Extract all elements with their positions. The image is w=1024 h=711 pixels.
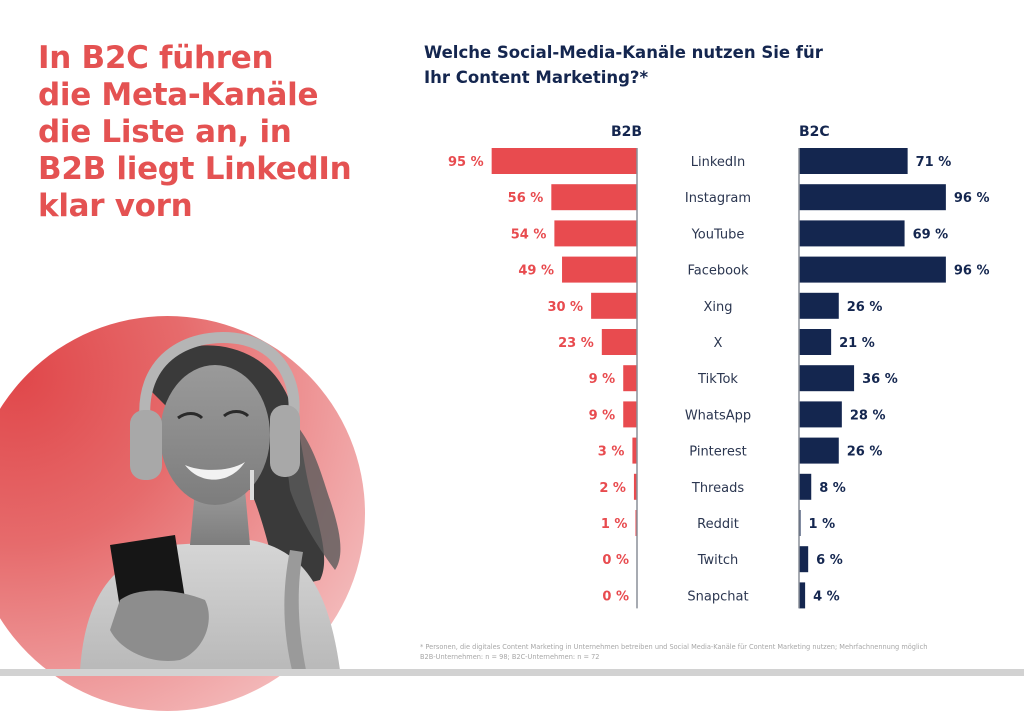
woman-with-headphones-photo [80, 332, 341, 670]
headline-line: die Liste an, in [38, 114, 292, 150]
bar-b2c-tiktok [799, 365, 855, 392]
category-label: Pinterest [689, 445, 746, 460]
bar-b2b-linkedin [491, 148, 637, 174]
value-label-b2b: 0 % [602, 553, 629, 568]
headline-line: klar vorn [38, 188, 193, 224]
bar-b2b-threads [633, 473, 637, 500]
category-label: Facebook [687, 264, 749, 279]
headline-line: In B2C führen [38, 40, 274, 76]
category-label: Twitch [697, 553, 739, 568]
headline: In B2C führen die Meta-Kanäle die Liste … [38, 40, 398, 225]
value-label-b2c: 69 % [913, 227, 949, 242]
bar-b2c-threads [799, 473, 812, 500]
category-label: TikTok [697, 372, 738, 387]
category-label: Snapchat [687, 589, 748, 604]
value-label-b2c: 96 % [954, 264, 990, 279]
value-label-b2b: 23 % [558, 336, 594, 351]
bar-b2b-x [601, 329, 637, 355]
category-label: Instagram [685, 191, 751, 206]
value-label-b2b: 0 % [602, 589, 629, 604]
value-label-b2b: 49 % [518, 264, 554, 279]
bar-b2c-snapchat [799, 582, 806, 609]
hands [110, 590, 209, 661]
category-label: Xing [703, 300, 732, 315]
footnote-line: * Personen, die digitales Content Market… [420, 643, 928, 651]
bar-b2c-facebook [799, 256, 946, 283]
value-label-b2b: 30 % [547, 300, 583, 315]
value-label-b2c: 71 % [916, 155, 952, 170]
value-label-b2c: 96 % [954, 191, 990, 206]
value-label-b2b: 9 % [589, 372, 616, 387]
category-label: Reddit [697, 517, 739, 532]
bar-b2b-reddit [635, 510, 637, 536]
value-label-b2c: 4 % [813, 589, 840, 604]
bar-b2b-facebook [562, 256, 637, 283]
chart-title: Welche Social-Media-Kanäle nutzen Sie fü… [424, 40, 854, 90]
chart-title-line: Welche Social-Media-Kanäle nutzen Sie fü… [424, 43, 823, 62]
value-label-b2b: 54 % [511, 227, 547, 242]
bar-b2b-youtube [554, 220, 637, 247]
value-label-b2c: 36 % [862, 372, 898, 387]
category-label: LinkedIn [691, 155, 745, 170]
bar-b2c-x [799, 329, 832, 355]
headphone-left [130, 410, 162, 480]
value-label-b2c: 26 % [847, 300, 883, 315]
headphone-right [270, 405, 300, 477]
bar-b2c-youtube [799, 220, 905, 247]
value-label-b2c: 26 % [847, 445, 883, 460]
bar-b2c-reddit [799, 510, 801, 536]
value-label-b2b: 1 % [601, 517, 628, 532]
value-label-b2c: 21 % [839, 336, 875, 351]
value-label-b2b: 9 % [589, 408, 616, 423]
value-label-b2c: 28 % [850, 408, 886, 423]
category-label: X [714, 336, 723, 351]
bar-b2c-linkedin [799, 148, 908, 174]
footnote: * Personen, die digitales Content Market… [420, 642, 1020, 662]
bar-b2b-pinterest [632, 437, 637, 464]
bar-b2b-tiktok [623, 365, 637, 392]
bar-b2b-whatsapp [623, 401, 637, 428]
value-label-b2b: 3 % [598, 445, 625, 460]
value-label-b2b: 95 % [448, 155, 484, 170]
category-label: YouTube [691, 227, 745, 242]
legend-b2b: B2B [611, 124, 643, 140]
chart-title-line: Ihr Content Marketing?* [424, 68, 649, 87]
value-label-b2b: 56 % [508, 191, 544, 206]
legend-b2c: B2C [799, 124, 830, 140]
butterfly-bar-chart: 95 % LinkedIn 71 % 56 % Instagram 96 % 54 % You… [448, 148, 990, 609]
category-label: WhatsApp [685, 408, 751, 423]
category-label: Threads [691, 481, 744, 496]
bar-b2b-xing [591, 292, 637, 319]
headline-line: die Meta-Kanäle [38, 77, 319, 113]
value-label-b2c: 8 % [819, 481, 846, 496]
headphone-band [139, 332, 300, 427]
bar-b2c-twitch [799, 546, 809, 573]
footnote-line: B2B-Unternehmen: n = 98; B2C-Unternehmen… [420, 653, 600, 661]
bar-b2c-instagram [799, 184, 946, 211]
bar-b2c-xing [799, 292, 839, 319]
headline-line: B2B liegt LinkedIn [38, 151, 352, 187]
smile [185, 462, 245, 480]
value-label-b2b: 2 % [599, 481, 626, 496]
bar-b2c-whatsapp [799, 401, 842, 428]
bag-strap [284, 550, 306, 670]
value-label-b2c: 6 % [816, 553, 843, 568]
bar-b2c-pinterest [799, 437, 839, 464]
value-label-b2c: 1 % [809, 517, 836, 532]
bar-b2b-instagram [551, 184, 637, 211]
bottom-bar [0, 669, 1024, 676]
face [160, 365, 270, 505]
